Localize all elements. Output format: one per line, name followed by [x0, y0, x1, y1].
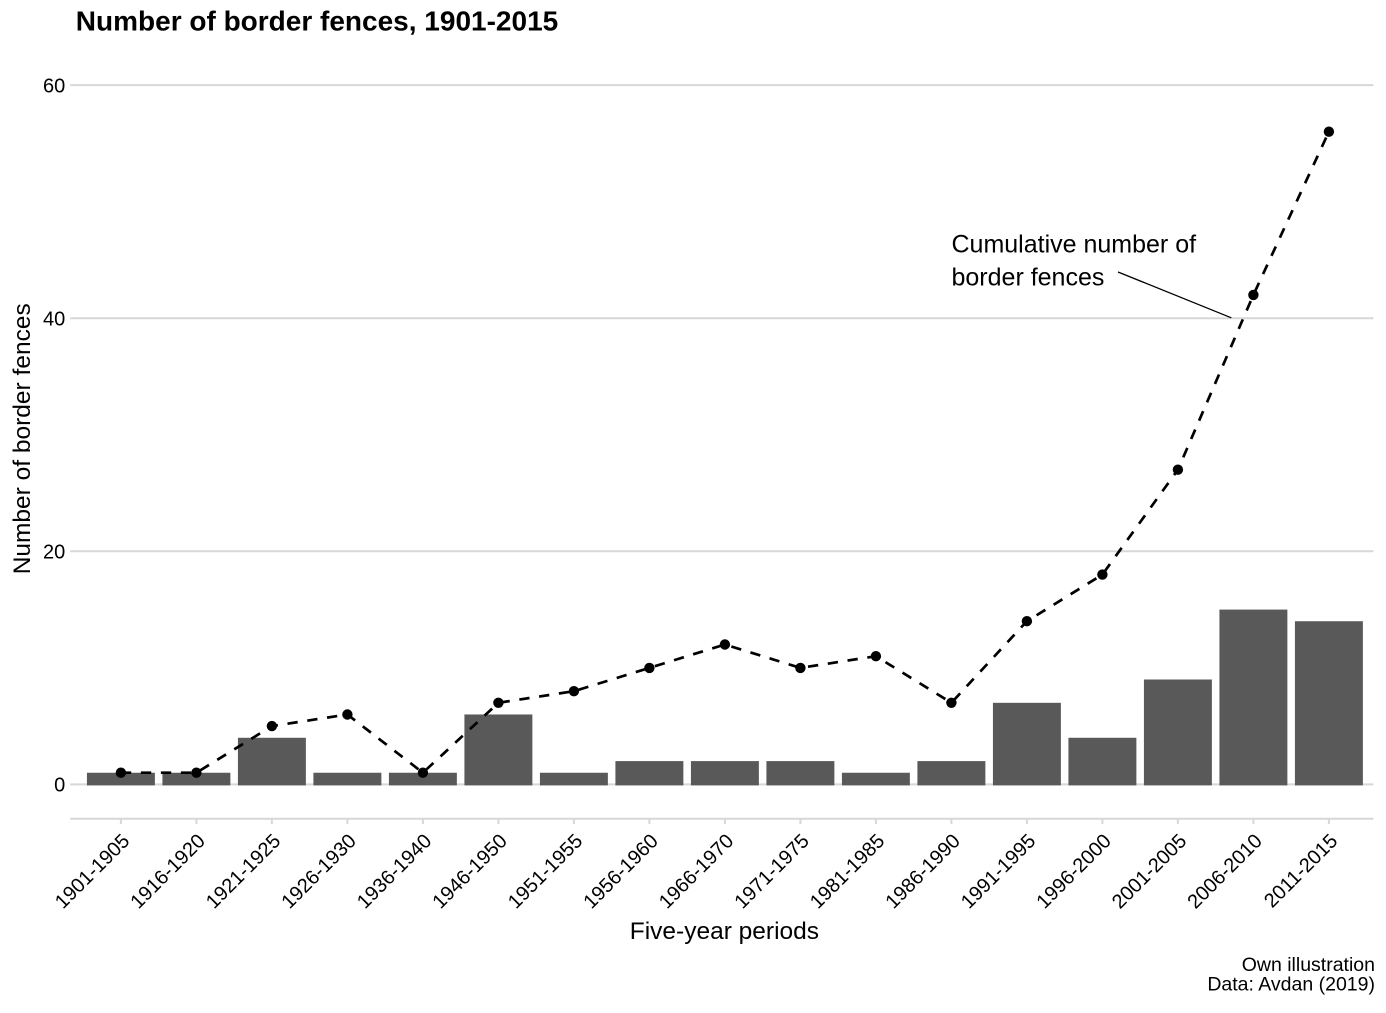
svg-text:20: 20 — [43, 542, 65, 564]
svg-text:0: 0 — [54, 775, 65, 797]
svg-text:Number of border fences, 1901-: Number of border fences, 1901-2015 — [76, 5, 558, 36]
svg-text:border fences: border fences — [952, 263, 1105, 291]
svg-text:Own illustration: Own illustration — [1242, 954, 1375, 976]
svg-text:Cumulative number of: Cumulative number of — [952, 231, 1197, 259]
svg-text:60: 60 — [43, 75, 65, 97]
svg-text:Five-year periods: Five-year periods — [630, 918, 819, 945]
svg-text:40: 40 — [43, 308, 65, 330]
svg-text:Number of border fences: Number of border fences — [9, 303, 36, 574]
svg-text:Data: Avdan (2019): Data: Avdan (2019) — [1207, 974, 1375, 996]
